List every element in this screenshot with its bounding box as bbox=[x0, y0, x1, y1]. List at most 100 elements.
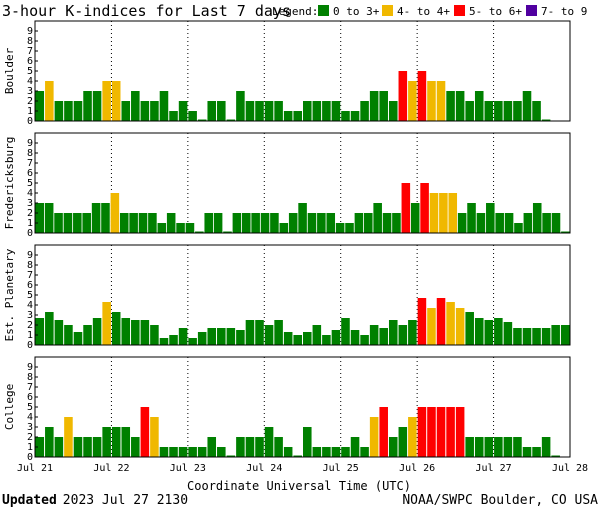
k-index-bar bbox=[322, 335, 331, 345]
k-index-bar bbox=[532, 203, 542, 233]
k-index-bar bbox=[255, 101, 264, 121]
k-index-bar bbox=[326, 213, 336, 233]
y-tick-label: 2 bbox=[27, 96, 33, 107]
k-index-bar bbox=[523, 213, 533, 233]
k-index-bar bbox=[111, 427, 121, 457]
k-index-bar bbox=[303, 101, 312, 121]
k-index-bar bbox=[350, 437, 360, 457]
k-index-bar bbox=[217, 101, 226, 121]
k-index-bar bbox=[119, 213, 129, 233]
k-index-bar bbox=[436, 407, 446, 457]
k-index-bar bbox=[541, 437, 551, 457]
k-index-bar bbox=[360, 101, 369, 121]
k-index-bar bbox=[350, 330, 360, 345]
k-index-bar bbox=[427, 81, 436, 121]
k-index-bar bbox=[522, 91, 532, 121]
k-index-bar bbox=[392, 213, 401, 233]
k-index-bar bbox=[150, 417, 159, 457]
k-index-bar bbox=[217, 447, 226, 457]
k-index-bar bbox=[427, 308, 436, 345]
y-tick-label: 2 bbox=[27, 320, 33, 331]
y-tick-label: 5 bbox=[27, 66, 33, 77]
k-index-bar bbox=[408, 320, 417, 345]
legend-entry: 5- to 6+ bbox=[469, 5, 522, 18]
k-index-bar bbox=[255, 320, 264, 345]
k-index-bar bbox=[494, 318, 503, 345]
k-index-bar bbox=[111, 81, 121, 121]
k-index-bar bbox=[207, 437, 217, 457]
k-index-bar bbox=[494, 101, 503, 121]
k-index-bar bbox=[176, 223, 185, 233]
legend-entry: 0 to 3+ bbox=[333, 5, 380, 18]
k-index-bar bbox=[169, 447, 178, 457]
k-index-bar bbox=[369, 325, 379, 345]
k-index-bar bbox=[513, 101, 522, 121]
k-index-bar bbox=[436, 298, 446, 345]
k-index-bar bbox=[541, 328, 551, 345]
k-index-bar bbox=[476, 213, 486, 233]
updated-value: 2023 Jul 27 2130 bbox=[63, 493, 188, 508]
k-index-bar bbox=[382, 213, 392, 233]
k-index-bar bbox=[455, 308, 465, 345]
k-index-bar bbox=[379, 328, 388, 345]
x-tick-label: Jul 21 bbox=[17, 463, 53, 474]
k-index-bar bbox=[264, 427, 274, 457]
y-tick-label: 4 bbox=[27, 188, 33, 199]
k-index-bar bbox=[110, 193, 120, 233]
k-index-bar bbox=[369, 91, 379, 121]
k-index-bar bbox=[283, 332, 293, 345]
k-index-bar bbox=[448, 193, 458, 233]
y-tick-label: 9 bbox=[27, 362, 33, 373]
k-index-bar bbox=[312, 325, 322, 345]
k-index-bar bbox=[503, 101, 513, 121]
k-index-bar bbox=[251, 213, 260, 233]
k-index-bar bbox=[129, 213, 138, 233]
k-index-bar bbox=[270, 213, 279, 233]
k-index-bar bbox=[388, 101, 398, 121]
k-index-bar bbox=[264, 325, 274, 345]
y-tick-label: 1 bbox=[27, 218, 33, 229]
k-index-bar bbox=[35, 437, 45, 457]
k-index-bar bbox=[73, 213, 82, 233]
y-tick-label: 1 bbox=[27, 330, 33, 341]
k-index-bar bbox=[503, 437, 513, 457]
k-index-bar bbox=[360, 335, 369, 345]
k-index-bar bbox=[379, 91, 388, 121]
k-index-bar bbox=[274, 101, 283, 121]
k-index-bar bbox=[293, 335, 302, 345]
k-index-bar bbox=[417, 407, 427, 457]
k-index-bar bbox=[35, 203, 45, 233]
k-index-bar bbox=[83, 91, 92, 121]
k-index-bar bbox=[178, 328, 188, 345]
footer-updated: Updated 2023 Jul 27 2130 bbox=[2, 493, 188, 508]
panel-ylabel: Est. Planetary bbox=[3, 248, 16, 341]
y-tick-label: 0 bbox=[27, 340, 33, 351]
k-index-bar bbox=[408, 81, 417, 121]
updated-label: Updated bbox=[2, 493, 57, 508]
panels: 0123456789Boulder0123456789Fredericksbur… bbox=[3, 20, 571, 463]
k-index-bar bbox=[274, 320, 283, 345]
k-index-bar bbox=[446, 91, 455, 121]
k-index-bar bbox=[541, 119, 551, 121]
k-index-bar bbox=[101, 203, 110, 233]
k-index-bar bbox=[283, 111, 293, 121]
x-tick-label: Jul 23 bbox=[170, 463, 206, 474]
k-index-bar bbox=[398, 427, 408, 457]
k-index-bar bbox=[64, 417, 73, 457]
k-index-bar bbox=[197, 119, 207, 121]
k-index-bar bbox=[495, 213, 504, 233]
k-index-bar bbox=[121, 101, 131, 121]
k-index-bar bbox=[408, 417, 417, 457]
k-index-bar bbox=[236, 91, 245, 121]
k-index-bar bbox=[217, 328, 226, 345]
x-tick-label: Jul 26 bbox=[399, 463, 435, 474]
k-index-bar bbox=[102, 81, 111, 121]
k-index-bar bbox=[354, 213, 364, 233]
k-index-bar bbox=[455, 91, 465, 121]
y-tick-label: 6 bbox=[27, 280, 33, 291]
k-index-bar bbox=[83, 325, 92, 345]
k-index-bar bbox=[260, 213, 270, 233]
k-index-bar bbox=[373, 203, 382, 233]
legend-entry: 4- to 4+ bbox=[397, 5, 450, 18]
k-index-bar bbox=[439, 193, 448, 233]
